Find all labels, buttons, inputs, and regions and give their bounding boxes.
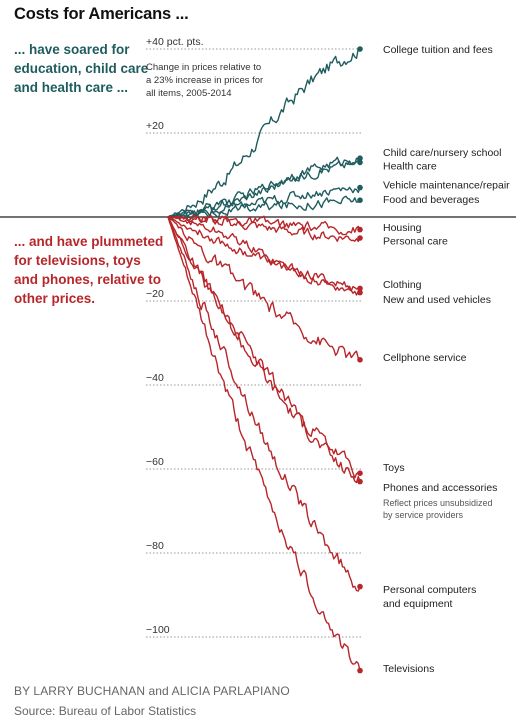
y-tick-label: +20 — [146, 120, 164, 132]
y-tick-labels: +40 pct. pts. +20 −20 −40 −60 −80 −100 — [146, 36, 204, 636]
series-label-by-service-providers: by service providers — [383, 510, 464, 520]
series-line-food-and-beverages — [167, 195, 361, 219]
end-point-food-and-beverages — [357, 197, 363, 203]
series-line-college-tuition-and-fees — [167, 47, 361, 218]
series-label-toys: Toys — [383, 462, 405, 474]
series-line-personal-care — [168, 215, 361, 243]
series-label-personal-care: Personal care — [383, 236, 448, 248]
series-label-housing: Housing — [383, 222, 422, 234]
end-point-clothing — [357, 285, 363, 292]
end-point-personal-computers-and-equipment — [357, 583, 363, 590]
end-point-housing — [357, 226, 363, 233]
series-label-health-care: Health care — [383, 161, 437, 173]
series-line-phones-and-accessories — [167, 216, 361, 484]
y-tick-label: −20 — [146, 288, 164, 300]
subtitle-line: all items, 2005-2014 — [146, 88, 232, 99]
series-label-personal-computers: Personal computers — [383, 584, 476, 596]
series-label-phones-and-accessories: Phones and accessories — [383, 482, 497, 494]
end-point-toys — [357, 470, 363, 477]
series-line-televisions — [167, 216, 361, 671]
series-label-child-care-nursery-school: Child care/nursery school — [383, 147, 501, 159]
annotation-soared: ... have soared for education, child car… — [14, 42, 149, 95]
series-labels: College tuition and fees Child care/nurse… — [383, 44, 510, 675]
end-point-televisions — [357, 667, 363, 674]
series-label-new-and-used-vehicles: New and used vehicles — [383, 294, 491, 306]
end-point-phones-and-accessories — [357, 478, 363, 485]
series-label-vehicle-maintenance-repair: Vehicle maintenance/repair — [383, 179, 510, 191]
series-label-clothing: Clothing — [383, 279, 422, 291]
end-point-child-care-nursery-school — [357, 155, 363, 161]
source-note: Source: Bureau of Labor Statistics — [14, 704, 197, 718]
subtitle-line: a 23% increase in prices for — [146, 75, 263, 86]
y-tick-label: −100 — [146, 624, 170, 636]
y-tick-label: −40 — [146, 372, 164, 384]
byline: BY LARRY BUCHANAN and ALICIA PARLAPIANO — [14, 684, 290, 698]
end-point-vehicle-maintenance-repair — [357, 184, 363, 191]
series-label-food-and-beverages: Food and beverages — [383, 194, 479, 206]
end-point-college-tuition-and-fees — [357, 46, 363, 52]
y-tick-label: −60 — [146, 456, 164, 468]
series-label-televisions: Televisions — [383, 663, 434, 675]
subtitle-line: Change in prices relative to — [146, 62, 261, 73]
series-end-points — [357, 46, 363, 674]
y-tick-label: +40 pct. pts. — [146, 36, 204, 48]
end-point-cellphone-service — [357, 357, 363, 363]
end-point-health-care — [357, 159, 363, 166]
series-line-health-care — [167, 159, 361, 218]
series-label-reflect-prices-unsubsidized: Reflect prices unsubsidized — [383, 498, 493, 508]
chart-title: Costs for Americans ... — [14, 5, 189, 23]
chart-subtitle: Change in prices relative to a 23% increa… — [146, 62, 263, 99]
series-line-cellphone-service — [167, 216, 361, 361]
series-label-college-tuition-and-fees: College tuition and fees — [383, 44, 493, 56]
end-point-new-and-used-vehicles — [357, 289, 363, 296]
gridlines — [0, 48, 516, 638]
annotation-plummeted: ... and have plummeted for televisions, … — [14, 234, 164, 306]
series-line-new-and-used-vehicles — [167, 216, 361, 296]
series-label-and-equipment: and equipment — [383, 598, 453, 610]
series-line-personal-computers-and-equipment — [167, 216, 361, 592]
series-label-cellphone-service: Cellphone service — [383, 352, 467, 364]
end-point-personal-care — [357, 235, 363, 241]
y-tick-label: −80 — [146, 540, 164, 552]
series-lines — [167, 47, 361, 671]
series-line-housing — [167, 214, 361, 236]
